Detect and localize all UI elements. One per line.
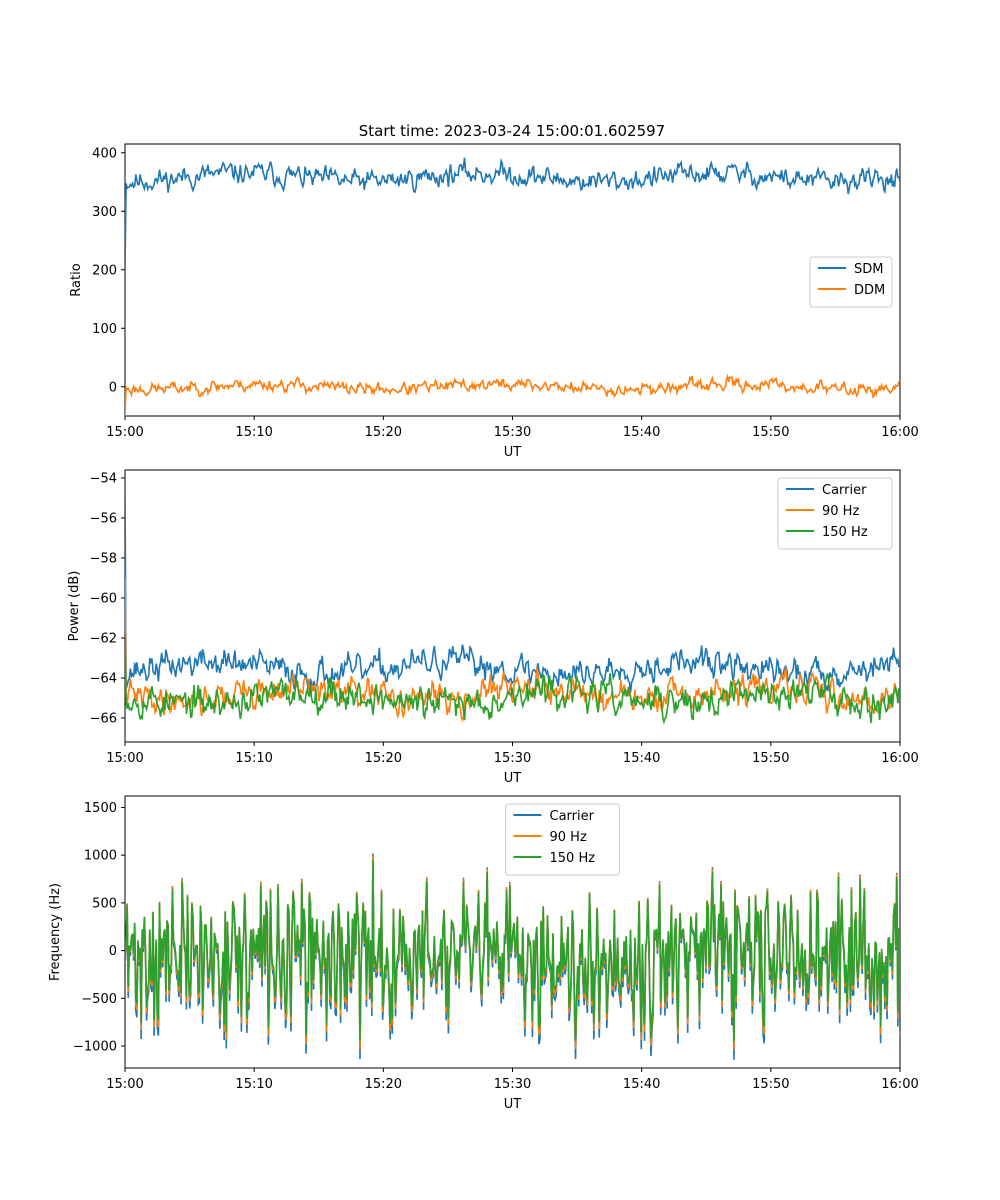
x-tick-label: 15:30 xyxy=(494,1077,531,1092)
x-tick-label: 15:10 xyxy=(235,751,272,766)
legend-label: Carrier xyxy=(822,483,867,498)
legend-label: DDM xyxy=(854,283,885,298)
series-line-150-hz xyxy=(125,633,900,725)
x-tick-label: 15:00 xyxy=(106,425,143,440)
legend-box xyxy=(809,256,893,308)
y-tick-label: −66 xyxy=(90,712,117,727)
y-tick-label: 500 xyxy=(92,896,117,911)
x-tick-label: 16:00 xyxy=(881,751,918,766)
y-axis-label: Power (dB) xyxy=(67,571,82,642)
x-axis-label: UT xyxy=(504,771,522,786)
x-tick-label: 15:50 xyxy=(752,1077,789,1092)
legend-label: 150 Hz xyxy=(822,525,868,540)
y-tick-label: −54 xyxy=(90,472,117,487)
x-tick-label: 15:40 xyxy=(623,1077,660,1092)
x-tick-label: 15:20 xyxy=(365,425,402,440)
y-tick-label: −60 xyxy=(90,592,117,607)
legend: SDM DDM xyxy=(809,256,893,308)
legend: Carrier 90 Hz 150 Hz xyxy=(505,803,620,876)
series-line-carrier xyxy=(125,853,900,1060)
x-tick-label: 15:20 xyxy=(365,1077,402,1092)
series-line-carrier xyxy=(125,481,900,693)
x-tick-label: 15:40 xyxy=(623,751,660,766)
y-tick-label: 1500 xyxy=(84,801,117,816)
x-tick-label: 16:00 xyxy=(881,425,918,440)
series-line-90-hz xyxy=(125,577,900,723)
x-tick-label: 15:00 xyxy=(106,1077,143,1092)
series-line-90-hz xyxy=(125,855,900,1050)
x-tick-label: 15:30 xyxy=(494,425,531,440)
x-tick-label: 15:50 xyxy=(752,751,789,766)
y-tick-label: 400 xyxy=(92,146,117,161)
x-tick-label: 15:20 xyxy=(365,751,402,766)
y-axis-label: Ratio xyxy=(69,263,84,296)
y-tick-label: −1000 xyxy=(73,1040,117,1055)
x-tick-label: 15:00 xyxy=(106,751,143,766)
y-tick-label: 200 xyxy=(92,263,117,278)
legend-label: 90 Hz xyxy=(822,504,859,519)
chart-panel-1: 15:00 15:10 15:20 15:30 15:40 15:50 16:00 UT 0 10… xyxy=(69,143,919,460)
y-tick-label: −500 xyxy=(81,992,117,1007)
x-tick-label: 15:40 xyxy=(623,425,660,440)
y-tick-label: 0 xyxy=(109,380,117,395)
y-tick-label: 300 xyxy=(92,205,117,220)
y-tick-label: −56 xyxy=(90,512,117,527)
x-tick-label: 15:10 xyxy=(235,1077,272,1092)
x-tick-label: 15:30 xyxy=(494,751,531,766)
legend-label: 90 Hz xyxy=(550,830,587,845)
y-tick-label: 0 xyxy=(109,944,117,959)
legend-label: Carrier xyxy=(550,809,595,824)
plot-frame xyxy=(124,143,901,417)
y-tick-label: 1000 xyxy=(84,849,117,864)
series-line-150-hz xyxy=(125,860,900,1042)
figure-title: Start time: 2023-03-24 15:00:01.602597 xyxy=(359,122,665,140)
x-tick-label: 15:10 xyxy=(235,425,272,440)
y-tick-label: −64 xyxy=(90,672,117,687)
y-tick-label: −58 xyxy=(90,552,117,567)
legend-label: 150 Hz xyxy=(550,851,596,866)
chart-panel-3: 15:00 15:10 15:20 15:30 15:40 15:50 16:00 UT −10… xyxy=(48,795,919,1112)
chart-panel-2: 15:00 15:10 15:20 15:30 15:40 15:50 16:00 UT −66… xyxy=(67,469,919,786)
x-tick-label: 15:50 xyxy=(752,425,789,440)
panels: 15:00 15:10 15:20 15:30 15:40 15:50 16:00 UT 0 10… xyxy=(48,143,919,1112)
y-tick-label: 100 xyxy=(92,322,117,337)
y-tick-label: −62 xyxy=(90,632,117,647)
legend: Carrier 90 Hz 150 Hz xyxy=(777,477,893,550)
series-line-sdm xyxy=(125,157,900,270)
y-axis-label: Frequency (Hz) xyxy=(48,883,63,981)
x-axis-label: UT xyxy=(504,1097,522,1112)
legend-label: SDM xyxy=(854,262,883,277)
x-axis-label: UT xyxy=(504,445,522,460)
series-line-ddm xyxy=(125,373,900,416)
x-tick-label: 16:00 xyxy=(881,1077,918,1092)
